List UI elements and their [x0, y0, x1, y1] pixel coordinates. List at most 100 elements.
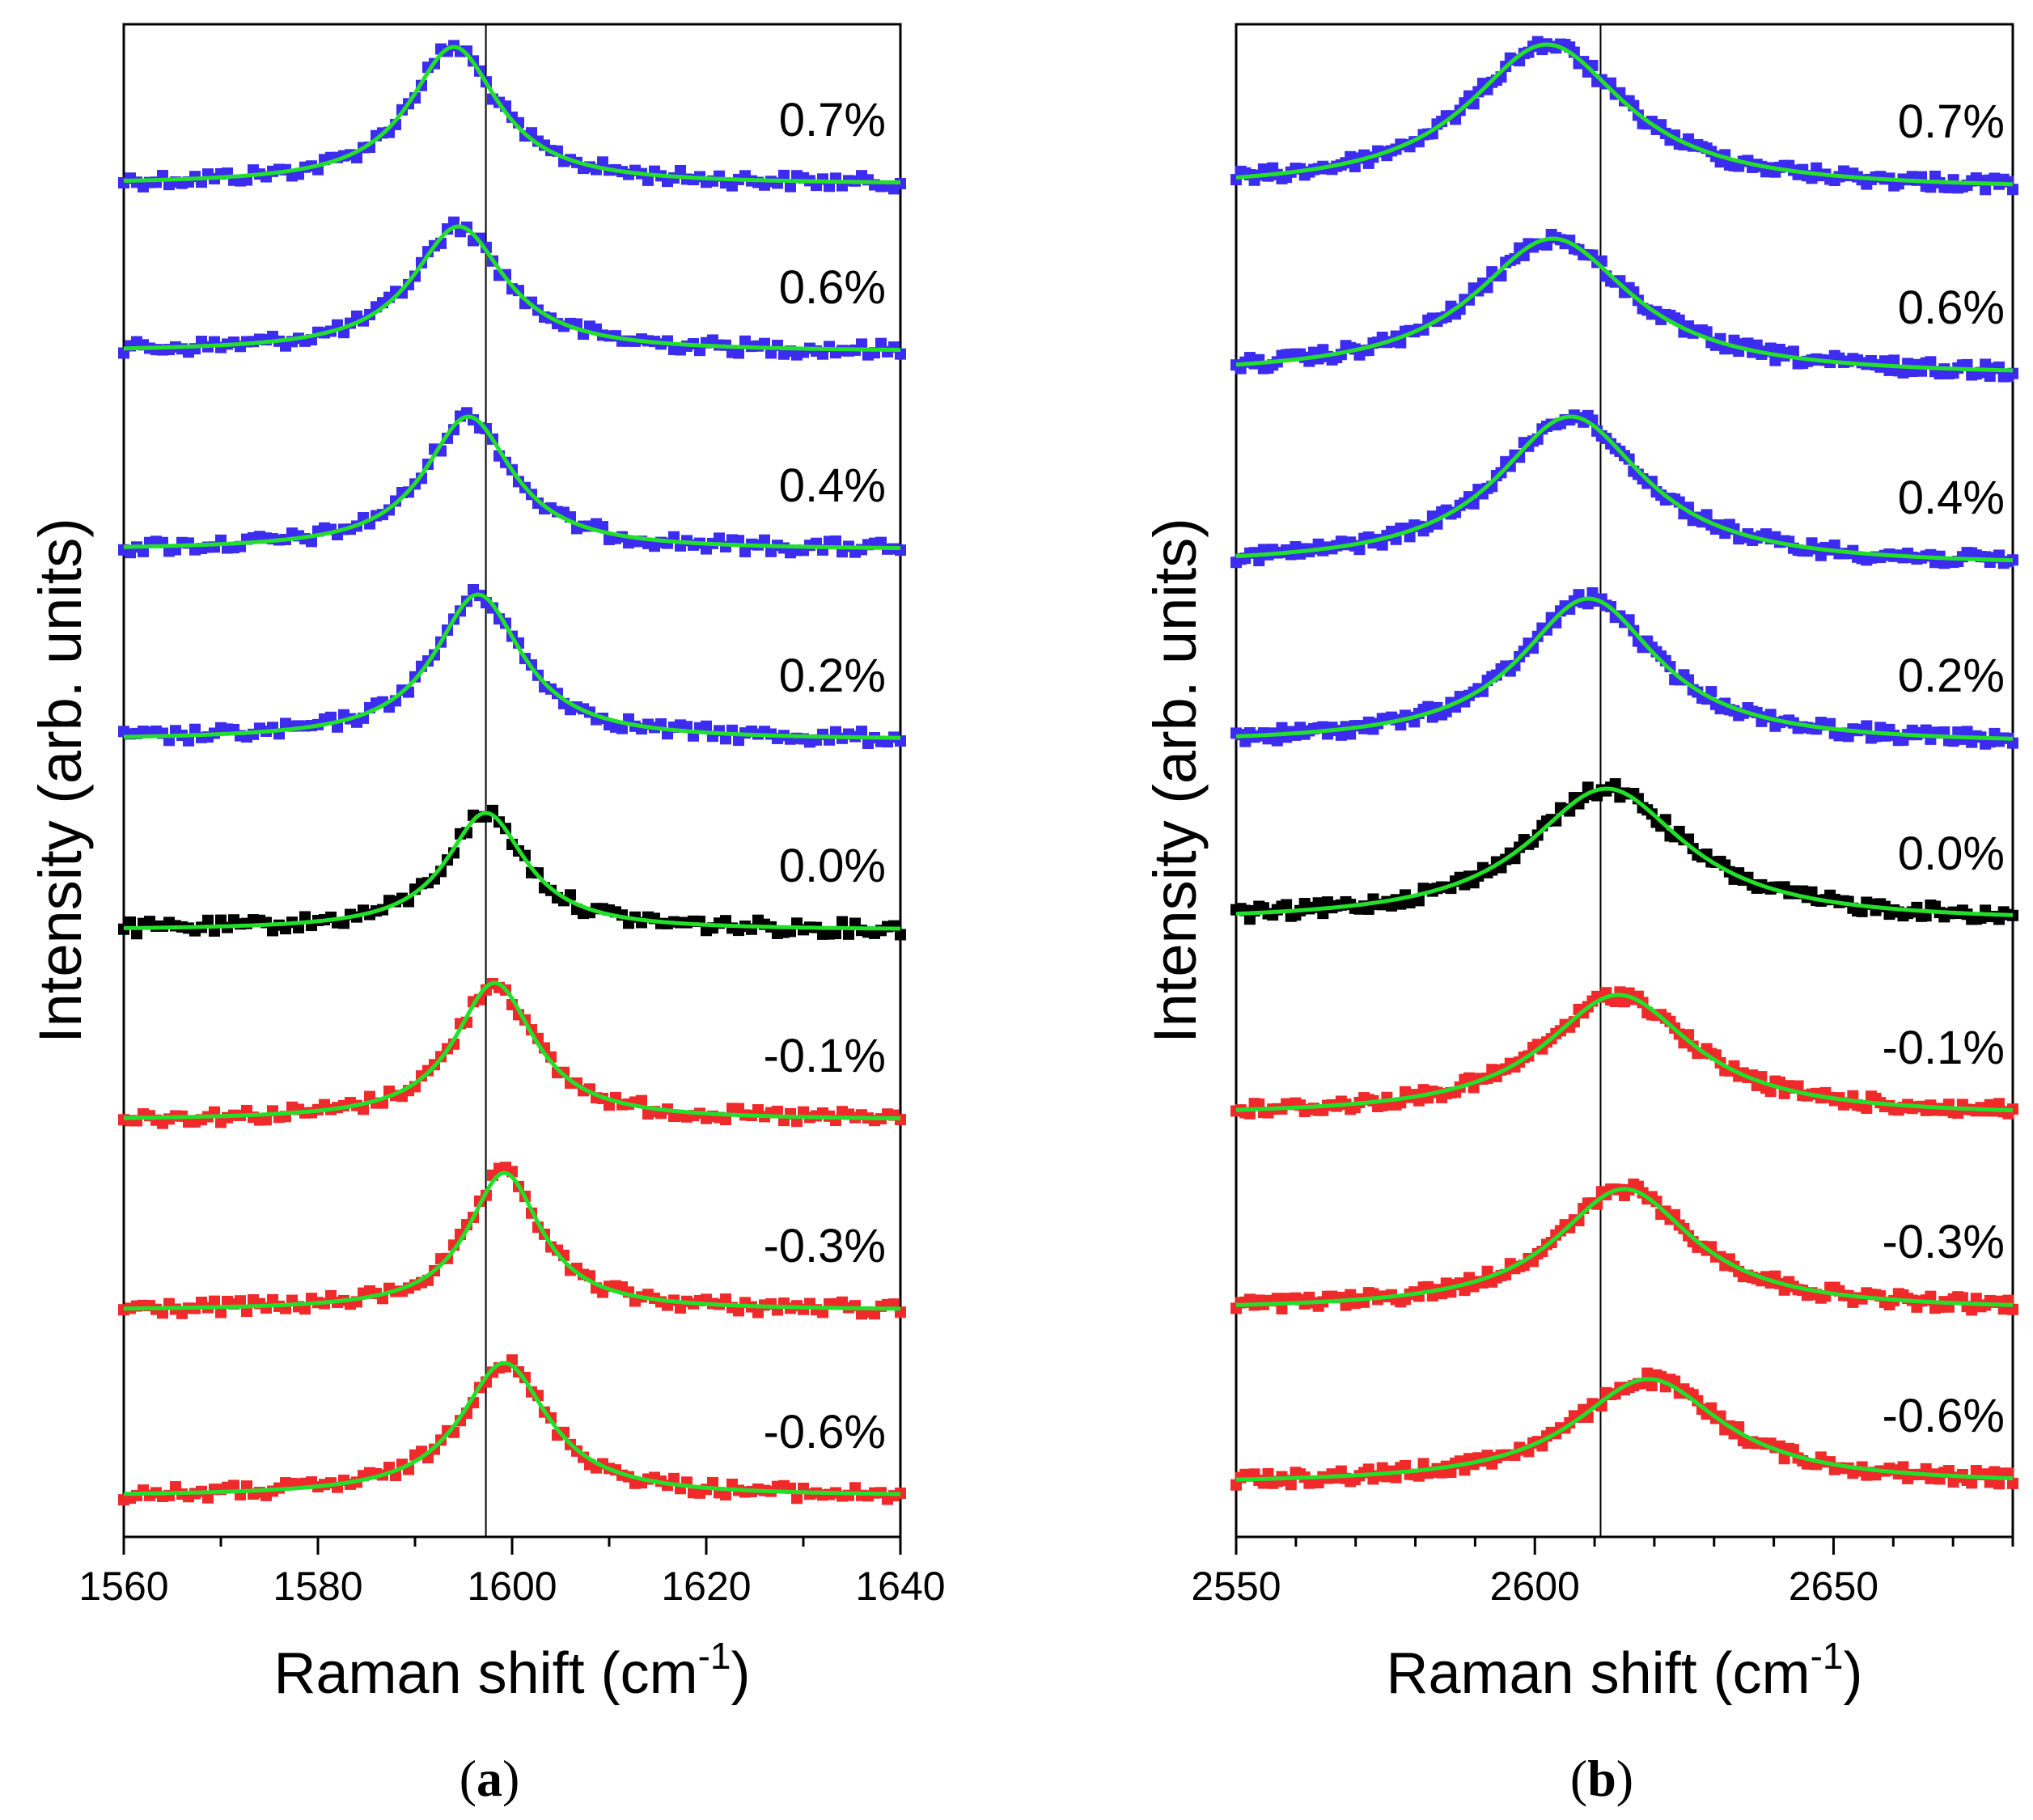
data-point: [856, 726, 867, 738]
x-tick-label: 2600: [1490, 1564, 1580, 1609]
strain-label: -0.3%: [763, 1220, 886, 1272]
data-point: [1641, 1367, 1654, 1379]
data-point: [202, 914, 214, 926]
fit-curve: [123, 44, 900, 184]
data-point: [1281, 899, 1293, 911]
panel-a: 0.7% 0.6% 0.4% 0.2% 0.0% -0.1% -0.3% -0.6% 1560…: [27, 23, 946, 1807]
strain-label: 0.2%: [779, 650, 886, 702]
series--0.6%: -0.6%: [118, 1354, 906, 1506]
series--0.6%: -0.6%: [1230, 1367, 2018, 1491]
fit-curve: [1235, 993, 2014, 1113]
data-point: [1395, 898, 1407, 910]
panel-b-y-axis-label: Intensity (arb. units): [1141, 518, 1209, 1043]
data-point: [1920, 1462, 1932, 1475]
data-point: [1787, 345, 1799, 358]
data-point: [1463, 1072, 1475, 1084]
data-point: [1993, 1478, 2005, 1490]
series-0.0%: 0.0%: [118, 804, 906, 941]
strain-label: -0.6%: [763, 1406, 886, 1458]
data-point: [1619, 996, 1630, 1008]
data-point: [843, 928, 854, 940]
data-point: [125, 916, 136, 928]
fit-curve: [124, 414, 900, 550]
fit-curve: [1236, 1187, 2013, 1307]
strain-label: 0.6%: [779, 261, 886, 314]
fit-curve: [1235, 786, 2014, 917]
data-point: [668, 1472, 680, 1484]
data-point: [636, 1094, 647, 1107]
data-point: [1362, 903, 1374, 915]
fit-curve: [124, 811, 900, 931]
caption-letter: a: [476, 1750, 502, 1807]
data-point: [1966, 1304, 1978, 1316]
x-axis-label-main: Raman shift (cm: [1387, 1641, 1811, 1706]
caption-close-paren: ): [502, 1750, 519, 1807]
strain-label: -0.1%: [1882, 1022, 2005, 1074]
data-point: [785, 180, 796, 193]
data-point: [856, 338, 867, 350]
data-point: [1764, 1086, 1777, 1098]
data-point: [720, 1114, 731, 1126]
data-point: [895, 929, 906, 941]
panel-a-caption: (a): [460, 1750, 520, 1807]
panel-a-plot-area: 0.7% 0.6% 0.4% 0.2% 0.0% -0.1% -0.3% -0.6%: [118, 24, 906, 1537]
strain-label: -0.1%: [763, 1030, 886, 1082]
data-point: [1942, 1465, 1955, 1477]
data-point: [1609, 778, 1621, 790]
series-0.7%: 0.7%: [1230, 36, 2018, 196]
data-point: [1376, 1462, 1388, 1474]
data-point: [228, 1479, 239, 1492]
caption-letter: b: [1587, 1750, 1616, 1807]
data-point: [1769, 354, 1781, 366]
series-0.2%: 0.2%: [1230, 587, 2018, 750]
x-tick-label: 1600: [467, 1564, 557, 1609]
data-point: [1792, 1080, 1804, 1092]
data-point: [1541, 239, 1552, 251]
series-0.4%: 0.4%: [118, 407, 906, 559]
fit-curve: [124, 980, 900, 1121]
data-point: [720, 1488, 731, 1500]
fit-curve: [1235, 236, 2014, 373]
panel-b-x-axis-label: Raman shift (cm-1): [1387, 1635, 1863, 1706]
data-point: [299, 1303, 311, 1315]
data-point: [1742, 337, 1754, 349]
data-point: [1276, 1302, 1288, 1314]
data-point: [2007, 184, 2018, 196]
data-point: [1778, 1453, 1790, 1465]
data-point: [1271, 1293, 1283, 1305]
x-tick-label: 1620: [661, 1564, 751, 1609]
data-point: [791, 1492, 803, 1505]
data-point: [1413, 1470, 1425, 1482]
data-point: [1728, 334, 1740, 346]
data-point: [1861, 720, 1873, 732]
data-point: [157, 1307, 168, 1319]
strain-label: 0.0%: [1898, 827, 2005, 880]
caption-open-paren: (: [1570, 1750, 1587, 1807]
data-point: [260, 1114, 272, 1126]
x-tick-label: 2550: [1191, 1564, 1281, 1609]
data-point: [1861, 1103, 1873, 1115]
data-point: [1897, 1461, 1909, 1473]
data-point: [1413, 895, 1425, 907]
panel-b: 0.7% 0.6% 0.4% 0.2% 0.0% -0.1% -0.3% -0.6% 2550…: [1141, 23, 2018, 1807]
data-point: [1459, 1464, 1471, 1476]
panel-b-plot-area: 0.7% 0.6% 0.4% 0.2% 0.0% -0.1% -0.3% -0.6%: [1230, 24, 2018, 1537]
x-tick-label: 1640: [855, 1564, 945, 1609]
data-point: [325, 711, 337, 723]
data-point: [1271, 734, 1283, 747]
data-point: [1966, 1477, 1978, 1489]
fit-curve: [1235, 42, 2013, 187]
data-point: [1422, 700, 1434, 713]
data-point: [1920, 724, 1932, 736]
data-point: [642, 174, 654, 186]
data-point: [1751, 339, 1763, 351]
data-point: [1764, 342, 1777, 354]
series-0.0%: 0.0%: [1230, 778, 2018, 925]
data-point: [1376, 539, 1388, 551]
data-point: [772, 1105, 783, 1117]
panel-b-x-axis: 2550 2600 2650: [1191, 1537, 2014, 1609]
data-point: [131, 928, 142, 940]
data-point: [1345, 1289, 1357, 1301]
data-point: [1925, 181, 1937, 193]
